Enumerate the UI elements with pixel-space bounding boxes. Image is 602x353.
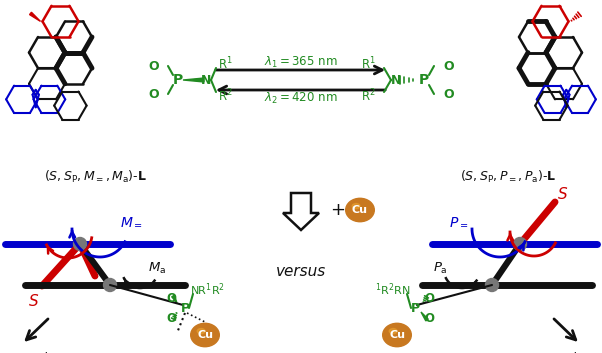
Text: N: N <box>391 73 401 86</box>
Text: P: P <box>173 73 183 87</box>
Text: $(\mathit{S},\mathit{S}_\mathrm{P},\mathit{P}_{=},\mathit{P}_\mathrm{a})$-$\math: $(\mathit{S},\mathit{S}_\mathrm{P},\math… <box>460 169 556 185</box>
Text: $\mathit{R}$-product: $\mathit{R}$-product <box>5 350 69 353</box>
Ellipse shape <box>389 329 397 334</box>
Text: O: O <box>443 60 454 72</box>
Ellipse shape <box>346 198 374 222</box>
Text: O: O <box>424 311 434 324</box>
Text: versus: versus <box>276 264 326 280</box>
Text: P: P <box>181 301 190 315</box>
Text: $\mathit{S}$: $\mathit{S}$ <box>557 186 569 202</box>
Polygon shape <box>421 312 428 321</box>
Text: P: P <box>419 73 429 87</box>
Text: O: O <box>148 60 159 72</box>
Text: O: O <box>424 292 434 305</box>
Text: N: N <box>201 73 211 86</box>
Ellipse shape <box>485 279 498 292</box>
Ellipse shape <box>197 329 205 334</box>
Text: Cu: Cu <box>389 330 405 340</box>
Text: R$^1$: R$^1$ <box>218 56 233 72</box>
Text: O: O <box>166 292 176 305</box>
Text: $(\mathit{S},\mathit{S}_\mathrm{P},\mathit{M}_{=},\mathit{M}_\mathrm{a})$-$\math: $(\mathit{S},\mathit{S}_\mathrm{P},\math… <box>43 169 146 185</box>
Text: Cu: Cu <box>197 330 213 340</box>
Text: $\mathit{M}_{=}$: $\mathit{M}_{=}$ <box>120 215 143 229</box>
Text: +: + <box>330 201 345 219</box>
Text: $\lambda_1 = 365\ \mathrm{nm}$: $\lambda_1 = 365\ \mathrm{nm}$ <box>264 54 338 70</box>
Text: R$^1$: R$^1$ <box>361 56 376 72</box>
Text: $\lambda_2 = 420\ \mathrm{nm}$: $\lambda_2 = 420\ \mathrm{nm}$ <box>264 90 338 106</box>
Polygon shape <box>29 12 40 22</box>
Ellipse shape <box>352 203 360 209</box>
Text: $\mathit{P}_\mathrm{a}$: $\mathit{P}_\mathrm{a}$ <box>433 261 448 276</box>
Text: R$^2$: R$^2$ <box>218 88 233 104</box>
Text: O: O <box>166 311 176 324</box>
Text: O: O <box>443 88 454 101</box>
Polygon shape <box>283 193 319 230</box>
Text: R$^2$: R$^2$ <box>361 88 376 104</box>
Polygon shape <box>172 295 177 303</box>
Polygon shape <box>183 78 204 82</box>
Text: $^1$R$^2$RN: $^1$R$^2$RN <box>374 282 410 298</box>
Text: NR$^1$R$^2$: NR$^1$R$^2$ <box>190 282 225 298</box>
Ellipse shape <box>104 279 117 292</box>
Text: P: P <box>411 301 420 315</box>
Ellipse shape <box>73 238 87 251</box>
Text: $\mathit{S}$-product: $\mathit{S}$-product <box>534 350 597 353</box>
Text: O: O <box>148 88 159 101</box>
Text: $\mathit{S}$: $\mathit{S}$ <box>28 293 40 309</box>
Text: $\mathit{M}_\mathrm{a}$: $\mathit{M}_\mathrm{a}$ <box>148 261 166 276</box>
Ellipse shape <box>191 323 219 347</box>
Ellipse shape <box>383 323 411 347</box>
Ellipse shape <box>514 238 527 251</box>
Text: $\mathit{P}_{=}$: $\mathit{P}_{=}$ <box>448 215 468 229</box>
Text: Cu: Cu <box>352 205 368 215</box>
